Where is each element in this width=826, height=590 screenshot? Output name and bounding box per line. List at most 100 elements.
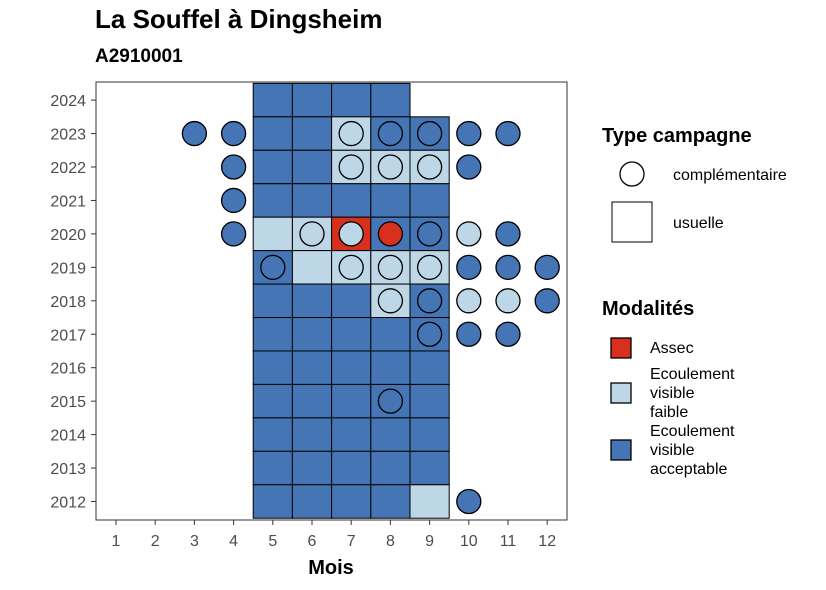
square-2022-6: [291, 149, 333, 185]
x-tick-label: 1: [112, 533, 121, 550]
circles-layer: [181, 120, 560, 515]
x-tick-label: 2: [151, 533, 160, 550]
circle-2022-7: [338, 154, 364, 180]
circle-2017-9: [416, 321, 443, 347]
circle-2023-9: [416, 120, 443, 147]
circle-2018-11: [495, 288, 521, 314]
legend-type-label: usuelle: [673, 215, 724, 232]
square-2012-9: [409, 484, 450, 519]
square-2013-7: [331, 450, 372, 486]
square-2020-5: [252, 216, 293, 252]
circle-2020-9: [416, 221, 443, 247]
x-tick-label: 10: [460, 533, 478, 550]
y-tick-label: 2017: [50, 327, 86, 344]
square-2021-8: [370, 183, 411, 218]
y-tick-label: 2018: [50, 294, 86, 311]
square-2017-7: [331, 317, 372, 352]
x-tick-label: 7: [347, 533, 356, 550]
circle-2023-11: [495, 120, 521, 147]
square-2024-8: [370, 82, 411, 118]
circle-2022-10: [456, 154, 482, 180]
circle-2015-8: [377, 388, 404, 414]
square-2014-7: [331, 417, 372, 452]
circle-2021-4: [220, 187, 247, 214]
x-tick-label: 8: [386, 533, 395, 550]
square-2017-5: [252, 317, 293, 352]
y-tick-label: 2014: [50, 428, 86, 445]
square-2024-6: [291, 82, 333, 118]
x-tick-label: 3: [190, 533, 199, 550]
square-2015-5: [252, 383, 293, 419]
circle-2022-9: [416, 154, 443, 180]
legend-modalite-key: [610, 439, 632, 461]
y-tick-label: 2021: [50, 193, 86, 210]
circle-2018-9: [416, 288, 443, 314]
square-2021-7: [331, 183, 372, 218]
square-2019-6: [291, 250, 333, 285]
circle-2023-3: [181, 120, 208, 147]
square-2017-6: [291, 317, 333, 352]
circle-2020-11: [495, 221, 521, 247]
square-2016-6: [291, 350, 333, 385]
y-tick-label: 2016: [50, 361, 86, 378]
circle-2019-7: [338, 254, 364, 281]
legend-modalite-key: [610, 382, 632, 404]
chart-subtitle: A2910001: [95, 46, 183, 67]
circle-2017-10: [456, 321, 482, 347]
square-2021-6: [291, 183, 333, 218]
y-tick-label: 2024: [50, 93, 86, 110]
square-2013-9: [409, 450, 450, 486]
legend-square-key: [611, 201, 653, 243]
square-2014-5: [252, 417, 293, 452]
axes-layer: 1 2 3 4 5 6 7 8 9 10 11 122012201320142015201620172…: [50, 93, 556, 550]
square-2015-9: [409, 383, 450, 419]
x-axis-title: Mois: [308, 557, 354, 579]
legend-type-title: Type campagne: [602, 125, 752, 147]
circle-2023-8: [377, 120, 404, 147]
y-tick-label: 2013: [50, 461, 86, 478]
square-2024-5: [252, 82, 293, 118]
circle-2023-4: [220, 120, 247, 147]
y-tick-label: 2020: [50, 227, 86, 244]
circle-2018-8: [377, 288, 404, 314]
circle-2020-7: [338, 221, 364, 247]
square-2018-6: [291, 283, 333, 319]
square-2013-8: [370, 450, 411, 486]
x-tick-label: 12: [538, 533, 556, 550]
circle-2017-11: [495, 321, 521, 347]
square-2012-8: [370, 484, 411, 519]
circle-2019-8: [377, 254, 404, 281]
x-tick-label: 4: [229, 533, 238, 550]
circle-2022-4: [220, 154, 247, 180]
legend-modalite-key: [610, 337, 632, 359]
legend-modalite-label: Assec: [650, 340, 694, 357]
legend: Type campagne complémentaire usuelle Modali…: [602, 125, 787, 478]
y-tick-label: 2022: [50, 160, 86, 177]
square-2023-6: [291, 116, 333, 151]
circle-2020-10: [456, 221, 482, 247]
circle-2019-5: [260, 254, 286, 281]
square-2022-5: [252, 149, 293, 185]
x-tick-label: 5: [268, 533, 277, 550]
square-2014-6: [291, 417, 333, 452]
square-2021-5: [252, 183, 293, 218]
square-2014-9: [409, 417, 450, 452]
square-2018-7: [331, 283, 372, 319]
square-2015-6: [291, 383, 333, 419]
circle-2023-10: [456, 120, 482, 147]
square-2016-8: [370, 350, 411, 385]
circle-2020-8: [377, 221, 404, 247]
legend-modalite-label: Ecoulement visible acceptable: [650, 423, 735, 478]
square-2012-5: [252, 484, 293, 519]
chart-title: La Souffel à Dingsheim: [95, 4, 383, 34]
square-2021-9: [409, 183, 450, 218]
square-2016-7: [331, 350, 372, 385]
square-2023-5: [252, 116, 293, 151]
x-tick-label: 9: [425, 533, 434, 550]
y-tick-label: 2019: [50, 260, 86, 277]
square-2024-7: [331, 82, 372, 118]
square-2015-7: [331, 383, 372, 419]
circle-2020-4: [220, 221, 247, 247]
circle-2022-8: [377, 154, 404, 180]
square-2017-8: [370, 317, 411, 352]
